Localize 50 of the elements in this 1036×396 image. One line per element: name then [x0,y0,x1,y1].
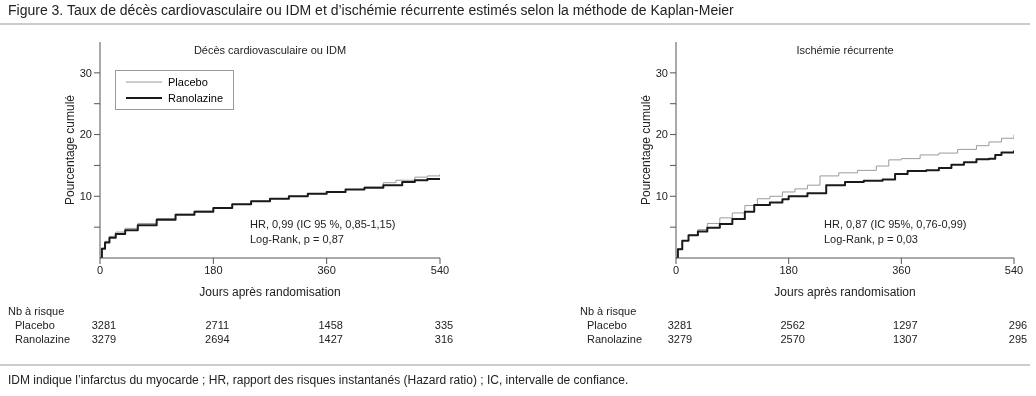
annotation: Log-Rank, p = 0,87 [250,233,344,245]
text: 3279 [666,333,694,345]
y-tick-label: 30 [79,66,92,79]
text: 3281 [666,319,694,331]
x-tick-label: 0 [672,263,680,276]
text: Ranolazine [587,333,643,345]
text: 2570 [779,333,806,345]
text: Nb à risque [8,305,65,317]
y-tick-label: 20 [79,128,92,141]
y-tick-label: 10 [79,190,92,203]
text: 335 [433,319,455,331]
chart-subtitle: Ischémie récurrente [795,44,895,56]
chart-title: Figure 3. Taux de décès cardiovasculaire ou IDM et d’ischémie récurrente estimés selon la méthode de Kaplan-Meier [8,2,734,18]
x-tick-label: 360 [892,263,911,276]
y-axis-title: Pourcentage cumulé [63,94,78,206]
text: 3281 [90,319,118,331]
text: 2694 [204,333,231,345]
annotation: HR, 0,99 (IC 95 %, 0,85-1,15) [250,218,396,230]
text: Placebo [587,319,627,331]
y-axis-title: Pourcentage cumulé [639,94,654,206]
x-tick-label: 540 [1004,263,1024,276]
text: 295 [1007,333,1029,345]
y-tick-label: 30 [655,66,668,79]
text: Placebo [15,319,55,331]
text: 316 [433,333,455,345]
annotation: Log-Rank, p = 0,03 [824,233,918,245]
x-tick-label: 540 [430,263,450,276]
text: Nb à risque [580,305,637,317]
text: 1297 [892,319,919,331]
legend-label: Placebo [168,76,208,88]
x-tick-label: 0 [96,263,104,276]
x-tick-label: 360 [317,263,336,276]
text: IDM indique l’infarctus du myocarde ; HR, rapport des risques instantanés (Hazard ratio) ; IC, intervalle de confiance. [8,373,629,387]
y-tick-label: 20 [655,128,668,141]
x-axis-title: Jours après randomisation [774,285,916,299]
x-tick-label: 180 [204,263,223,276]
chart-subtitle: Décès cardiovasculaire ou IDM [192,44,348,56]
text: 296 [1007,319,1029,331]
legend-label: Ranolazine [168,92,224,104]
text: 2562 [779,319,806,331]
text: 1427 [317,333,344,345]
text: 1458 [317,319,344,331]
x-axis-title: Jours après randomisation [199,285,341,299]
text: 3279 [90,333,118,345]
x-tick-label: 180 [779,263,798,276]
y-tick-label: 10 [655,190,668,203]
annotation: HR, 0,87 (IC 95%, 0,76-0,99) [824,218,967,230]
text: 2711 [204,319,231,331]
text: 1307 [892,333,919,345]
text: Ranolazine [15,333,71,345]
